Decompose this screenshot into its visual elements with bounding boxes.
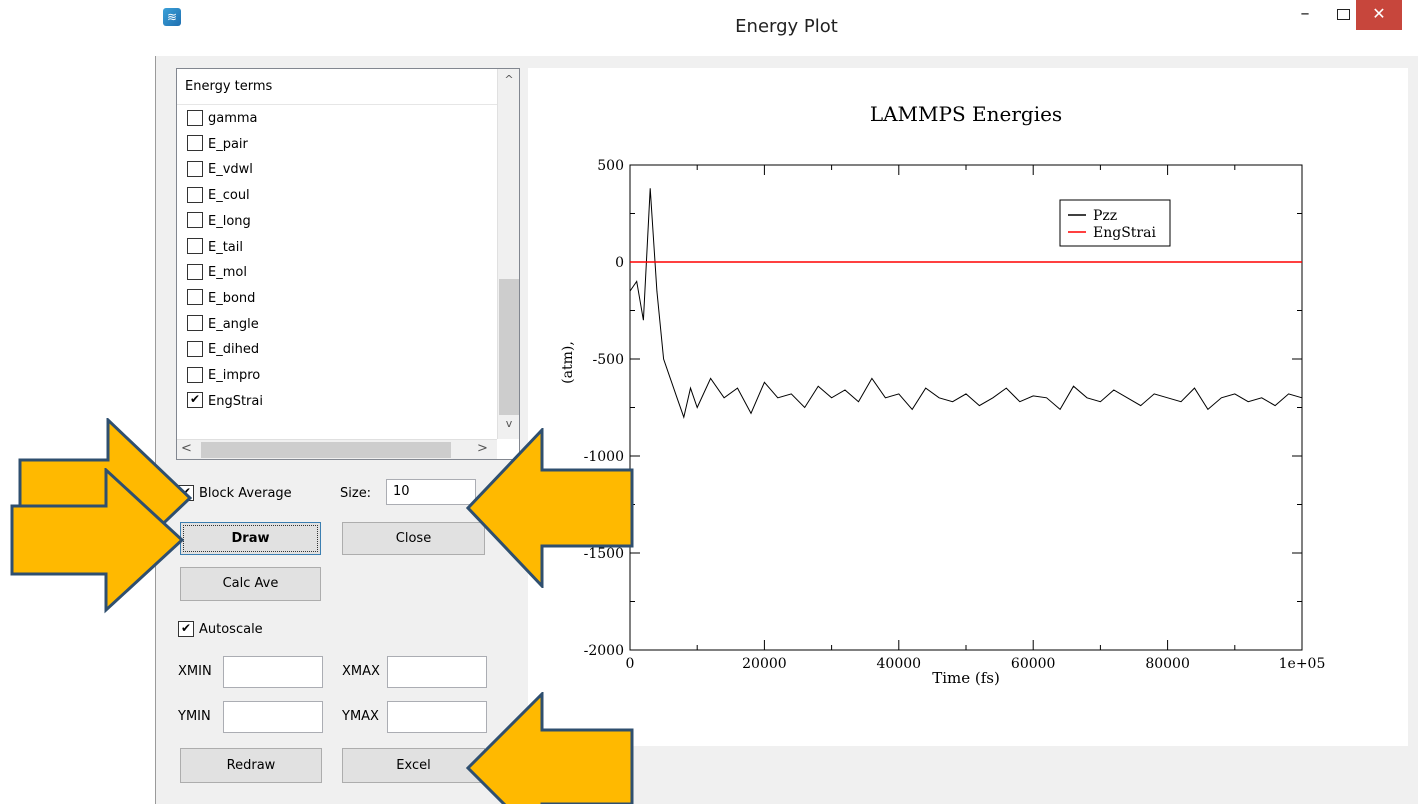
energy-term-label: E_vdwl xyxy=(208,162,253,178)
series-line-pzz xyxy=(629,188,1303,419)
size-label: Size: xyxy=(340,486,372,501)
energy-term-item[interactable]: E_dihed xyxy=(187,339,487,361)
scroll-up-icon[interactable]: ^ xyxy=(504,73,514,86)
x-tick-label: 60000 xyxy=(1011,656,1056,672)
energy-term-item[interactable]: E_bond xyxy=(187,288,487,310)
energy-term-checkbox[interactable] xyxy=(187,263,203,280)
app-icon[interactable]: ≋ xyxy=(163,8,181,26)
energy-term-checkbox[interactable] xyxy=(187,160,203,177)
xmin-input[interactable] xyxy=(223,656,323,688)
autoscale-check-icon: ✔ xyxy=(178,620,194,637)
maximize-icon xyxy=(1336,9,1350,20)
energy-term-label: gamma xyxy=(208,111,258,126)
energy-term-label: E_coul xyxy=(208,188,250,204)
energy-term-checkbox[interactable] xyxy=(187,366,203,383)
excel-button[interactable]: Excel xyxy=(342,748,485,783)
energy-term-item[interactable]: ✔ EngStrai xyxy=(187,391,487,413)
energy-term-label: E_angle xyxy=(208,316,259,332)
block-average-label: Block Average xyxy=(199,486,292,501)
arrow-excel-icon xyxy=(466,692,634,804)
energy-term-label: E_pair xyxy=(208,136,248,152)
window-close-button[interactable]: ✕ xyxy=(1356,0,1402,30)
energy-term-item[interactable]: E_long xyxy=(187,211,487,233)
energy-term-item[interactable]: E_tail xyxy=(187,237,487,259)
autoscale-label: Autoscale xyxy=(199,622,263,637)
xmin-label: XMIN xyxy=(178,664,212,679)
plot-frame xyxy=(629,164,1303,651)
ymax-label: YMAX xyxy=(342,709,379,724)
size-input[interactable]: 10 xyxy=(386,479,476,505)
x-axis-label: Time (fs) xyxy=(932,669,1000,687)
energy-term-checkbox[interactable] xyxy=(187,186,203,203)
plot-panel xyxy=(528,68,1408,746)
draw-button[interactable]: Draw xyxy=(180,522,321,555)
y-tick-label: 0 xyxy=(615,255,624,271)
autoscale-checkbox[interactable]: ✔ Autoscale xyxy=(178,620,263,640)
energy-term-checkbox[interactable] xyxy=(187,315,203,332)
scroll-left-icon[interactable]: < xyxy=(181,441,192,456)
x-tick-label: 1e+05 xyxy=(1279,656,1326,672)
energy-term-item[interactable]: E_pair xyxy=(187,134,487,156)
y-tick-label: -1500 xyxy=(584,546,624,562)
chart-title: LAMMPS Energies xyxy=(870,102,1062,126)
energy-term-label: E_long xyxy=(208,213,251,229)
y-axis-label: (atm), xyxy=(560,341,576,384)
energy-term-item[interactable]: E_coul xyxy=(187,185,487,207)
legend-label: Pzz xyxy=(1093,208,1117,224)
legend-label: EngStrai xyxy=(1093,225,1156,241)
vertical-scroll-thumb[interactable] xyxy=(499,279,519,415)
scroll-down-icon[interactable]: v xyxy=(505,417,513,430)
energy-term-checkbox[interactable] xyxy=(187,109,203,126)
x-tick-label: 80000 xyxy=(1145,656,1190,672)
energy-term-checkbox[interactable] xyxy=(187,340,203,357)
window-title: Energy Plot xyxy=(735,16,838,37)
x-tick-label: 0 xyxy=(626,656,635,672)
energy-term-item[interactable]: E_mol xyxy=(187,262,487,284)
energy-term-item[interactable]: E_impro xyxy=(187,365,487,387)
arrow-draw-icon xyxy=(10,468,185,614)
arrow-size-icon xyxy=(466,428,634,588)
energy-term-checkbox[interactable]: ✔ xyxy=(187,392,203,409)
energy-term-checkbox[interactable] xyxy=(187,135,203,152)
ymin-input[interactable] xyxy=(223,701,323,733)
energy-term-checkbox[interactable] xyxy=(187,238,203,254)
energy-term-item[interactable]: E_vdwl xyxy=(187,159,487,181)
calc-ave-button[interactable]: Calc Ave xyxy=(180,567,321,601)
ymax-input[interactable] xyxy=(387,701,487,733)
xmax-input[interactable] xyxy=(387,656,487,688)
energy-term-label: E_dihed xyxy=(208,342,260,358)
horizontal-scroll-thumb[interactable] xyxy=(201,442,451,458)
energy-term-label: E_bond xyxy=(208,290,256,306)
energy-terms-header: Energy terms xyxy=(177,69,497,105)
energy-term-label: E_tail xyxy=(208,239,244,255)
energy-terms-list[interactable]: Energy terms gamma E_pair E_vdwl E_coul E_lo… xyxy=(176,68,520,460)
scroll-right-icon[interactable]: > xyxy=(477,441,488,456)
x-tick-label: 40000 xyxy=(877,656,922,672)
energy-term-item[interactable]: gamma xyxy=(187,108,487,130)
ymin-label: YMIN xyxy=(178,709,211,724)
energy-term-checkbox[interactable] xyxy=(187,212,203,229)
horizontal-scrollbar[interactable]: < > xyxy=(177,439,497,459)
y-tick-label: -2000 xyxy=(584,643,624,659)
vertical-scrollbar[interactable]: ^ v xyxy=(497,69,519,439)
y-tick-label: -500 xyxy=(593,352,624,368)
energy-term-checkbox[interactable] xyxy=(187,289,203,306)
legend-box xyxy=(1059,199,1171,247)
y-tick-label: 500 xyxy=(597,158,624,174)
energy-term-label: EngStrai xyxy=(208,393,263,409)
redraw-button[interactable]: Redraw xyxy=(180,748,322,783)
close-button[interactable]: Close xyxy=(342,522,485,555)
energy-term-label: E_impro xyxy=(208,368,261,383)
maximize-button[interactable] xyxy=(1330,0,1356,30)
y-tick-label: -1000 xyxy=(584,449,624,465)
minimize-button[interactable]: – xyxy=(1300,3,1310,24)
energy-term-label: E_mol xyxy=(208,265,247,281)
title-bar[interactable] xyxy=(155,0,1418,56)
x-tick-label: 20000 xyxy=(742,656,787,672)
energy-term-item[interactable]: E_angle xyxy=(187,314,487,336)
xmax-label: XMAX xyxy=(342,664,380,679)
